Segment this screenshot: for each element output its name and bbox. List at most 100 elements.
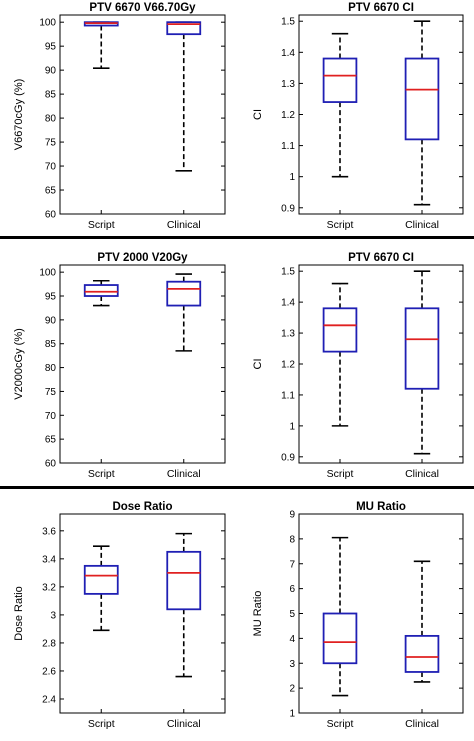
y-tick-label: 65: [45, 186, 57, 197]
y-tick-label: 80: [45, 114, 57, 125]
box-script: [322, 282, 358, 427]
y-tick-label: 100: [39, 18, 56, 29]
y-axis-label: V2000cGy (%): [13, 328, 25, 400]
y-tick-label: 65: [45, 435, 57, 446]
y-axis-label: Dose Ratio: [13, 586, 25, 640]
box-clinical: [404, 560, 440, 683]
category-label: Script: [88, 718, 115, 730]
y-tick-label: 3.2: [42, 582, 56, 593]
y-axis-label: CI: [252, 109, 264, 120]
y-tick-label: 2.8: [42, 638, 56, 649]
plot-frame: [59, 14, 226, 215]
category-label: Clinical: [405, 468, 439, 480]
y-tick-label: 90: [45, 66, 57, 77]
y-tick-label: 9: [289, 510, 295, 521]
chart-panel-3: PTV 2000 V20Gy V2000cGy (%) 60 65 70 75 80 85 90…: [13, 252, 226, 480]
y-tick-label: 75: [45, 138, 57, 149]
chart-panel-5: Dose Ratio Dose Ratio 2.4 2.6 2.8 3 3.2 3.4 3.6 S…: [13, 501, 226, 730]
chart-title: PTV 6670 CI: [348, 2, 414, 14]
chart-panel-6: MU Ratio MU Ratio 1 2 3 4 5 6 7 8 9 Script Clinical: [252, 501, 464, 730]
y-tick-label: 85: [45, 90, 57, 101]
y-tick-label: 1: [289, 172, 295, 183]
y-tick-label: 1.3: [281, 79, 295, 90]
y-tick-label: 1.1: [281, 390, 295, 401]
category-label: Script: [327, 718, 354, 730]
chart-title: MU Ratio: [356, 501, 406, 513]
iqr-box: [166, 280, 202, 307]
y-tick-label: 3: [50, 610, 56, 621]
iqr-box: [166, 550, 202, 611]
y-axis-label: CI: [252, 359, 264, 370]
box-clinical: [404, 20, 440, 206]
category-label: Script: [88, 468, 115, 480]
iqr-box: [166, 21, 202, 36]
box-clinical: [404, 270, 440, 455]
y-tick-label: 70: [45, 411, 57, 422]
row-divider-2: [0, 486, 474, 489]
y-tick-label: 1.5: [281, 267, 295, 278]
chart-title: PTV 2000 V20Gy: [97, 252, 188, 264]
chart-title: PTV 6670 CI: [348, 252, 414, 264]
y-tick-label: 1.3: [281, 329, 295, 340]
y-tick-label: 8: [289, 534, 295, 545]
y-tick-label: 3.4: [42, 554, 56, 565]
category-label: Clinical: [167, 219, 201, 231]
y-tick-label: 75: [45, 387, 57, 398]
y-tick-label: 1.5: [281, 17, 295, 28]
y-tick-label: 2.4: [42, 694, 56, 705]
y-tick-label: 1.4: [281, 48, 295, 59]
category-label: Script: [88, 219, 115, 231]
y-tick-label: 80: [45, 363, 57, 374]
box-script: [322, 32, 358, 178]
iqr-box: [83, 564, 119, 595]
iqr-box: [322, 612, 358, 665]
y-tick-label: 95: [45, 292, 57, 303]
iqr-box: [322, 307, 358, 353]
chart-title: PTV 6670 V66.70Gy: [89, 2, 196, 14]
category-label: Clinical: [405, 219, 439, 231]
iqr-box: [404, 634, 440, 673]
box-clinical: [166, 273, 202, 352]
box-clinical: [166, 532, 202, 678]
y-tick-label: 95: [45, 42, 57, 53]
box-script: [83, 279, 119, 307]
category-label: Script: [327, 219, 354, 231]
y-tick-label: 100: [39, 268, 56, 279]
y-tick-label: 1.1: [281, 141, 295, 152]
y-tick-label: 1.2: [281, 110, 295, 121]
y-tick-label: 1: [289, 421, 295, 432]
iqr-box: [322, 57, 358, 103]
y-tick-label: 6: [289, 584, 295, 595]
y-tick-label: 90: [45, 315, 57, 326]
box-script: [83, 21, 119, 70]
category-label: Clinical: [405, 718, 439, 730]
y-tick-label: 60: [45, 210, 57, 221]
iqr-box: [83, 284, 119, 297]
y-tick-label: 4: [289, 634, 295, 645]
y-tick-label: 7: [289, 559, 295, 570]
chart-panel-2: PTV 6670 CI CI 0.9 1 1.1 1.2 1.3 1.4 1.5 Script Cl…: [252, 2, 464, 231]
box-script: [322, 536, 358, 697]
box-clinical: [166, 21, 202, 172]
plot-frame: [59, 264, 226, 464]
y-tick-label: 0.9: [281, 452, 295, 463]
y-tick-label: 85: [45, 339, 57, 350]
category-label: Clinical: [167, 718, 201, 730]
y-axis-label: MU Ratio: [252, 591, 264, 637]
y-tick-label: 0.9: [281, 203, 295, 214]
y-axis-label: V6670cGy (%): [13, 79, 25, 151]
iqr-box: [404, 57, 440, 141]
y-tick-label: 70: [45, 162, 57, 173]
y-tick-label: 60: [45, 459, 57, 470]
y-tick-label: 1: [289, 709, 295, 720]
category-label: Clinical: [167, 468, 201, 480]
iqr-box: [404, 307, 440, 390]
y-tick-label: 2: [289, 684, 295, 695]
chart-panel-4: PTV 6670 CI CI 0.9 1 1.1 1.2 1.3 1.4 1.5 Script Cl…: [252, 252, 464, 480]
box-script: [83, 545, 119, 632]
y-tick-label: 2.6: [42, 666, 56, 677]
row-divider-1: [0, 236, 474, 239]
y-tick-label: 1.4: [281, 298, 295, 309]
chart-panel-1: PTV 6670 V66.70Gy V6670cGy (%) 60 65 70 75 80 8…: [13, 2, 226, 231]
category-label: Script: [327, 468, 354, 480]
